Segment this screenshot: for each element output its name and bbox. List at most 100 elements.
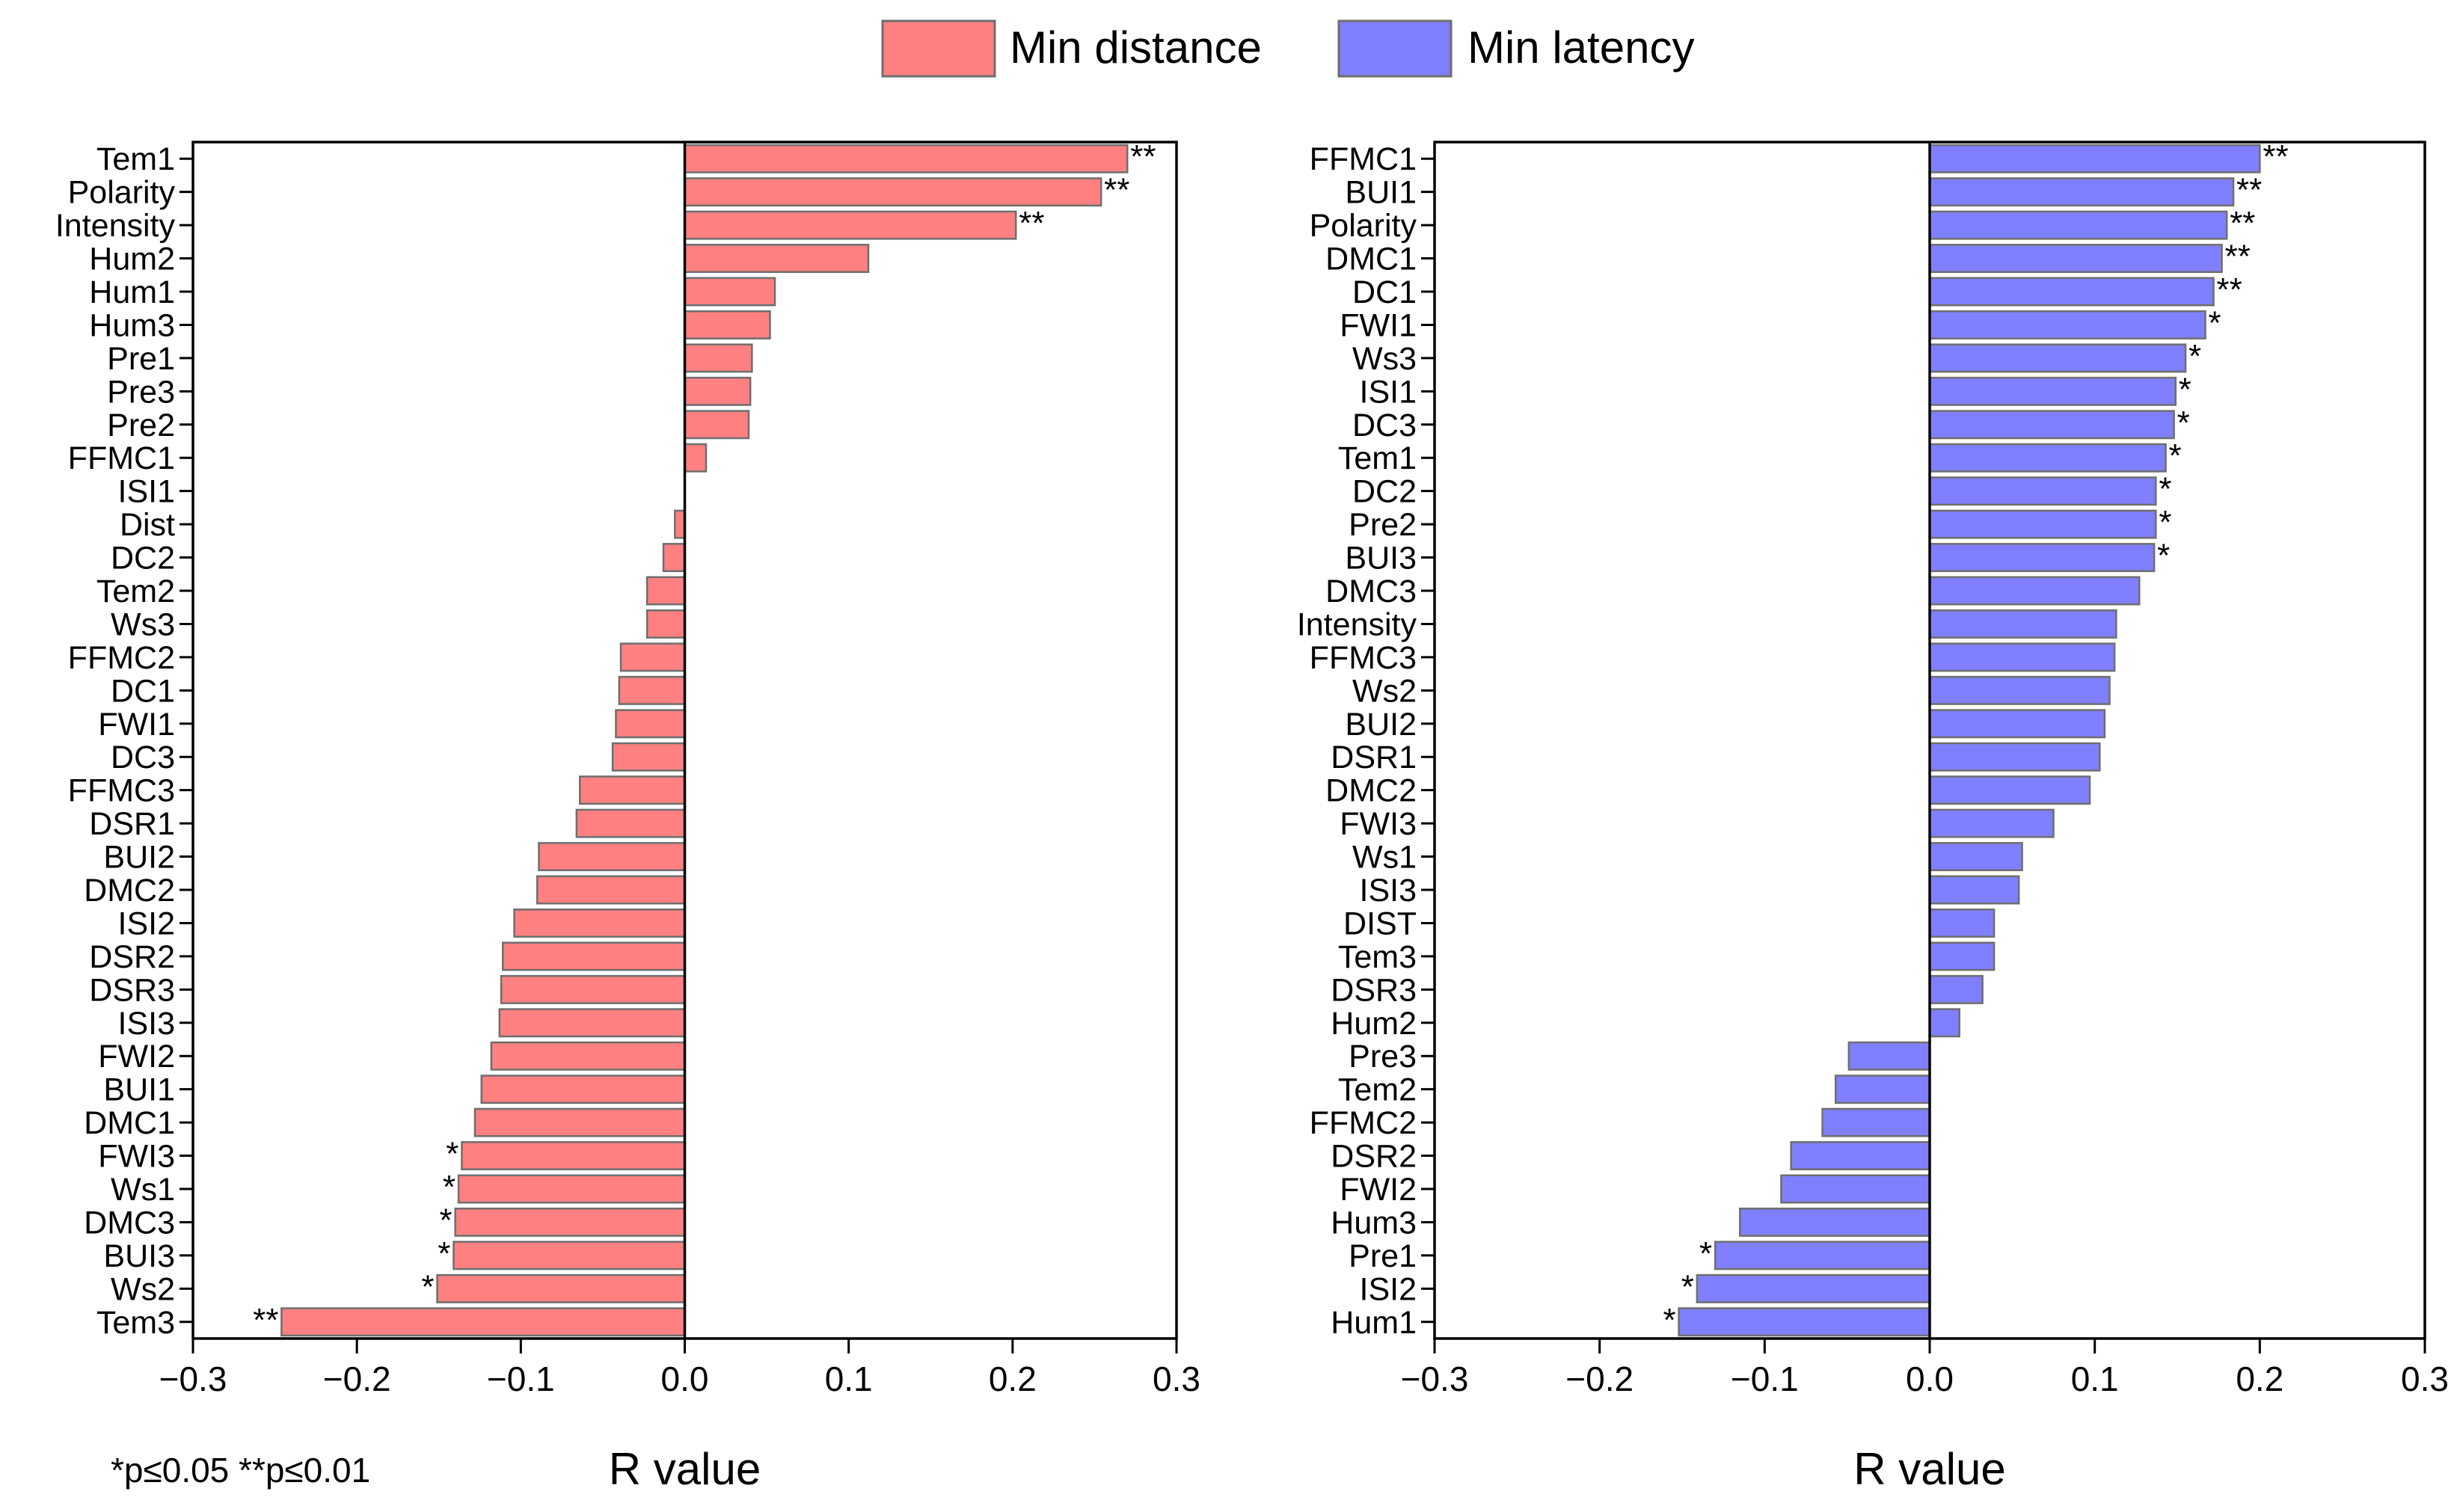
bar-isi2 bbox=[1696, 1273, 1931, 1303]
y-tick-label-bui2: BUI2 bbox=[103, 840, 175, 876]
y-tick-label-isi3: ISI3 bbox=[118, 1006, 176, 1042]
y-tick-label-ws2: Ws2 bbox=[111, 1271, 175, 1307]
x-ticks-min-distance: −0.3 −0.2 −0.1 0.0 0.1 0.2 0.3 bbox=[159, 1339, 1200, 1398]
bar-dmc1 bbox=[1928, 244, 2223, 274]
bar-isi3 bbox=[1928, 875, 2020, 905]
x-tick-label: 0.0 bbox=[1906, 1359, 1954, 1398]
bar-tem1 bbox=[1928, 443, 2167, 473]
bar-pre3 bbox=[1847, 1041, 1931, 1071]
y-tick-label-dc3: DC3 bbox=[111, 740, 175, 775]
y-tick-label-bui1: BUI1 bbox=[103, 1072, 175, 1108]
bar-dc3 bbox=[611, 742, 686, 772]
y-tick-label-tem3: Tem3 bbox=[96, 1305, 175, 1341]
significance-mark: ** bbox=[2263, 138, 2288, 175]
bar-ffmc3 bbox=[1928, 642, 2116, 672]
bar-fwi3 bbox=[1928, 808, 2055, 838]
significance-mark: * bbox=[2188, 338, 2201, 375]
significance-min-distance: ************* bbox=[253, 138, 1156, 1339]
bar-hum1 bbox=[1678, 1307, 1931, 1337]
bar-polarity bbox=[684, 177, 1102, 207]
bar-pre3 bbox=[684, 376, 752, 406]
bar-fwi2 bbox=[490, 1041, 686, 1071]
y-tick-label-isi2: ISI2 bbox=[1360, 1271, 1417, 1307]
y-tick-label-dc2: DC2 bbox=[111, 541, 175, 577]
x-tick-label: −0.1 bbox=[487, 1359, 555, 1398]
bar-ws2 bbox=[1928, 675, 2111, 705]
bar-tem1 bbox=[684, 144, 1129, 173]
x-axis-title: R value bbox=[1853, 1444, 2005, 1494]
bar-intensity bbox=[684, 210, 1017, 240]
bar-dc1 bbox=[618, 675, 686, 705]
bar-pre1 bbox=[1714, 1241, 1931, 1270]
bar-dc2 bbox=[662, 543, 686, 573]
bar-dsr1 bbox=[575, 808, 686, 838]
legend: Min distance Min latency bbox=[881, 19, 1694, 78]
bar-tem2 bbox=[1834, 1075, 1931, 1104]
x-ticks-min-latency: −0.3 −0.2 −0.1 0.0 0.1 0.2 0.3 bbox=[1401, 1339, 2449, 1398]
bar-fwi2 bbox=[1780, 1174, 1931, 1204]
y-tick-label-pre2: Pre2 bbox=[107, 408, 175, 443]
x-tick-label: 0.3 bbox=[1153, 1359, 1200, 1398]
bar-dsr2 bbox=[1790, 1141, 1931, 1171]
x-tick-label: −0.2 bbox=[323, 1359, 391, 1398]
x-tick-label: −0.3 bbox=[159, 1359, 227, 1398]
bar-pre2 bbox=[684, 410, 750, 440]
y-tick-label-dc1: DC1 bbox=[111, 673, 175, 709]
bar-fwi1 bbox=[1928, 310, 2206, 339]
significance-mark: * bbox=[2209, 304, 2221, 341]
significance-mark: * bbox=[438, 1235, 450, 1272]
significance-mark: ** bbox=[2225, 239, 2251, 275]
bar-ws2 bbox=[436, 1273, 686, 1303]
legend-label-min-distance: Min distance bbox=[1010, 22, 1262, 73]
x-tick-label: 0.1 bbox=[2071, 1359, 2119, 1398]
y-tick-label-ffmc2: FFMC2 bbox=[1310, 1105, 1417, 1141]
y-tick-label-ffmc3: FFMC3 bbox=[68, 773, 175, 809]
x-tick-label: 0.2 bbox=[2236, 1359, 2283, 1398]
significance-min-latency: ********************* bbox=[1663, 138, 2288, 1339]
y-tick-label-dsr3: DSR3 bbox=[1331, 972, 1417, 1008]
x-axis-title: R value bbox=[609, 1444, 761, 1494]
bars-min-distance bbox=[280, 144, 1129, 1337]
significance-mark: * bbox=[2159, 504, 2171, 541]
y-tick-label-intensity: Intensity bbox=[1297, 606, 1417, 642]
significance-mark: ** bbox=[1130, 138, 1156, 175]
legend-swatch-min-distance bbox=[881, 19, 996, 78]
y-tick-labels-min-latency: FFMC1BUI1PolarityDMC1DC1FWI1Ws3ISI1DC3Te… bbox=[1297, 141, 1435, 1341]
y-tick-label-ws3: Ws3 bbox=[111, 606, 175, 642]
y-tick-label-polarity: Polarity bbox=[68, 175, 176, 211]
legend-label-min-latency: Min latency bbox=[1467, 22, 1694, 73]
bar-dsr3 bbox=[500, 974, 686, 1004]
y-tick-label-bui3: BUI3 bbox=[1345, 541, 1417, 577]
y-tick-label-hum1: Hum1 bbox=[89, 274, 175, 310]
bar-ffmc1 bbox=[1928, 144, 2261, 173]
y-tick-label-dmc3: DMC3 bbox=[84, 1205, 175, 1241]
significance-mark: * bbox=[2169, 437, 2182, 474]
bar-bui3 bbox=[453, 1241, 686, 1270]
panel-min-latency: ********************* FFMC1BUI1PolarityD… bbox=[1297, 138, 2449, 1494]
significance-mark: * bbox=[1681, 1268, 1694, 1305]
bar-dmc3 bbox=[454, 1207, 686, 1237]
bar-dsr3 bbox=[1928, 974, 1984, 1004]
y-tick-label-bui2: BUI2 bbox=[1345, 707, 1417, 743]
y-tick-label-dsr2: DSR2 bbox=[89, 939, 175, 975]
y-tick-label-ffmc1: FFMC1 bbox=[1310, 141, 1417, 177]
bar-fwi1 bbox=[615, 709, 686, 739]
bar-hum2 bbox=[684, 244, 870, 274]
bar-polarity bbox=[1928, 210, 2228, 240]
x-tick-label: −0.1 bbox=[1731, 1359, 1799, 1398]
y-tick-label-fwi1: FWI1 bbox=[98, 707, 175, 743]
significance-mark: * bbox=[1663, 1302, 1675, 1339]
bar-dmc2 bbox=[1928, 775, 2091, 805]
y-tick-label-pre1: Pre1 bbox=[1349, 1238, 1417, 1274]
y-tick-label-ws1: Ws1 bbox=[111, 1172, 175, 1208]
bar-dc3 bbox=[1928, 410, 2175, 440]
y-tick-label-ffmc2: FFMC2 bbox=[68, 640, 175, 676]
bar-ws1 bbox=[1928, 842, 2023, 872]
significance-mark: * bbox=[1699, 1235, 1712, 1272]
x-tick-label: 0.1 bbox=[825, 1359, 873, 1398]
y-tick-label-dc2: DC2 bbox=[1352, 474, 1417, 510]
significance-mark: * bbox=[446, 1136, 458, 1173]
y-tick-label-tem1: Tem1 bbox=[1338, 440, 1417, 476]
bar-ws1 bbox=[457, 1174, 686, 1204]
y-tick-label-dmc3: DMC3 bbox=[1325, 574, 1417, 609]
